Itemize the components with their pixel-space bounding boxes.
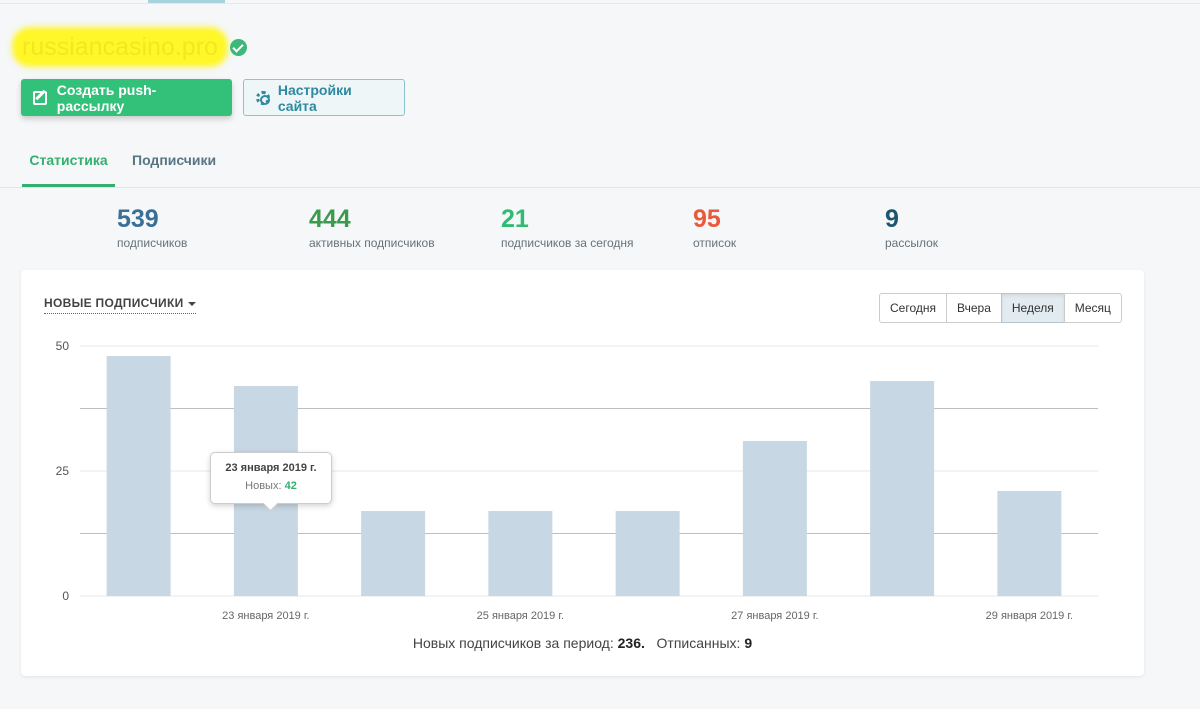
stat-mailings: 9 рассылок xyxy=(885,204,938,250)
y-tick-label: 0 xyxy=(62,589,69,603)
chart-bar xyxy=(488,511,553,596)
summary-unsub-label: Отписанных: xyxy=(656,635,741,651)
chart-bar xyxy=(870,381,935,596)
stat-label: активных подписчиков xyxy=(309,236,435,250)
verified-check-icon xyxy=(229,38,247,56)
stat-value: 21 xyxy=(501,205,529,233)
range-today-button[interactable]: Сегодня xyxy=(879,293,947,323)
period-summary: Новых подписчиков за период: 236. Отписа… xyxy=(21,635,1144,651)
x-tick-label: 29 января 2019 г. xyxy=(986,610,1073,622)
site-title: russiancasino.pro xyxy=(16,30,247,64)
chart-bar xyxy=(742,441,807,596)
edit-icon xyxy=(33,90,47,105)
top-accent-bar xyxy=(148,0,225,3)
chart-title: НОВЫЕ ПОДПИСЧИКИ xyxy=(44,296,184,310)
bar-chart: 0 25 50 23 января 2019 г. 25 января 2019 г. 2… xyxy=(56,339,1098,622)
tooltip-label: Новых: xyxy=(245,480,282,492)
y-tick-label: 25 xyxy=(56,464,70,478)
x-tick-label: 25 января 2019 г. xyxy=(477,610,564,622)
top-divider xyxy=(0,3,1200,4)
x-tick-label: 27 января 2019 г. xyxy=(731,610,818,622)
stat-label: рассылок xyxy=(885,236,939,250)
create-push-button[interactable]: Создать push-рассылку xyxy=(21,79,232,116)
stat-today-subscribers: 21 подписчиков за сегодня xyxy=(501,204,634,250)
stat-value: 444 xyxy=(309,205,351,233)
range-selector: Сегодня Вчера Неделя Месяц xyxy=(879,293,1122,323)
site-name: russiancasino.pro xyxy=(16,31,224,63)
stat-value: 539 xyxy=(117,205,159,233)
tooltip-date: 23 января 2019 г. xyxy=(225,462,317,474)
tab-statistics[interactable]: Статистика xyxy=(22,152,115,187)
stat-label: подписчиков за сегодня xyxy=(501,236,634,250)
stat-subscribers: 539 подписчиков xyxy=(117,204,187,250)
summary-unsub-value: 9 xyxy=(744,635,753,651)
stat-value: 9 xyxy=(885,205,899,233)
stat-label: подписчиков xyxy=(117,236,188,250)
site-settings-label: Настройки сайта xyxy=(277,81,352,114)
stat-active-subscribers: 444 активных подписчиков xyxy=(309,204,435,250)
chart-tooltip: 23 января 2019 г. Новых: 42 xyxy=(210,452,332,504)
chart-bar xyxy=(997,491,1062,596)
stat-label: отписок xyxy=(693,236,737,250)
summary-new-label: Новых подписчиков за период: xyxy=(412,635,614,651)
summary-new-value: 236. xyxy=(617,635,645,651)
create-push-label: Создать push-рассылку xyxy=(56,81,157,114)
chart-bar xyxy=(106,356,171,596)
stat-value: 95 xyxy=(693,205,721,233)
range-month-button[interactable]: Месяц xyxy=(1063,293,1122,323)
site-settings-button[interactable]: Настройки сайта xyxy=(243,79,405,116)
chart-bar xyxy=(361,511,426,596)
range-yesterday-button[interactable]: Вчера xyxy=(946,293,1002,323)
caret-down-icon xyxy=(187,301,196,306)
chart-card: НОВЫЕ ПОДПИСЧИКИ Сегодня Вчера Неделя Ме… xyxy=(21,270,1144,676)
tooltip-value: 42 xyxy=(284,480,297,492)
y-tick-label: 50 xyxy=(56,339,70,353)
chart-bar xyxy=(615,511,680,596)
chart-metric-dropdown[interactable]: НОВЫЕ ПОДПИСЧИКИ xyxy=(44,296,196,314)
stat-unsubscribes: 95 отписок xyxy=(693,204,736,250)
tab-subscribers[interactable]: Подписчики xyxy=(132,152,217,168)
tooltip-row: Новых: 42 xyxy=(211,480,331,492)
gear-icon xyxy=(256,90,270,105)
tab-bar: Статистика Подписчики xyxy=(0,140,1200,188)
x-tick-label: 23 января 2019 г. xyxy=(222,610,309,622)
